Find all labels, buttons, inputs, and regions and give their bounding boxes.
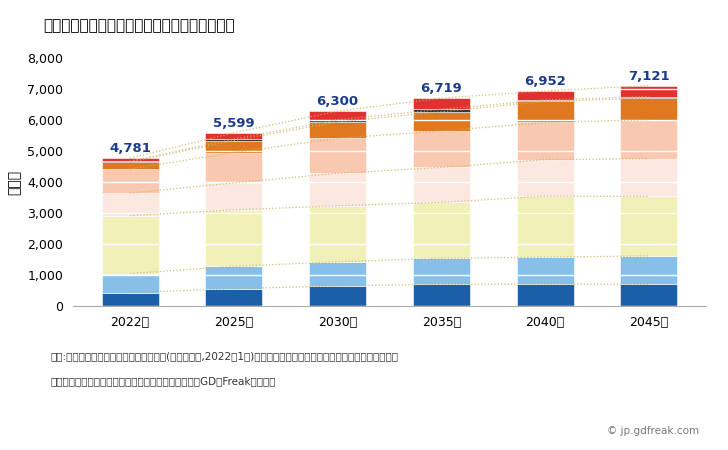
Bar	[205, 210, 262, 266]
Bar	[309, 111, 366, 120]
Bar	[102, 292, 159, 306]
Bar	[309, 138, 366, 173]
Bar	[413, 131, 470, 167]
Text: © jp.gdfreak.com: © jp.gdfreak.com	[606, 427, 699, 436]
Bar	[102, 193, 159, 216]
Bar	[102, 162, 159, 169]
Bar	[413, 98, 470, 109]
Bar	[620, 284, 677, 306]
Bar	[309, 262, 366, 286]
Bar	[413, 112, 470, 131]
Bar	[102, 158, 159, 161]
Text: 7,121: 7,121	[628, 70, 670, 83]
Text: 5,599: 5,599	[213, 117, 255, 130]
Bar	[517, 91, 574, 100]
Bar	[205, 266, 262, 289]
Bar	[102, 169, 159, 193]
Bar	[517, 160, 574, 196]
Bar	[413, 258, 470, 284]
Bar	[205, 183, 262, 210]
Bar	[413, 167, 470, 202]
Bar	[620, 159, 677, 197]
Bar	[620, 197, 677, 256]
Bar	[620, 96, 677, 98]
Bar	[205, 153, 262, 183]
Bar	[205, 139, 262, 140]
Bar	[413, 202, 470, 258]
Bar	[205, 289, 262, 306]
Bar	[309, 122, 366, 138]
Bar	[517, 257, 574, 284]
Text: 6,719: 6,719	[421, 82, 462, 95]
Bar	[102, 274, 159, 292]
Text: 出所:実績値は「介護事業状況報告月報」(厚生労働省,2022年1月)。推計値は「全国又は都道府県の男女・年齢階層別: 出所:実績値は「介護事業状況報告月報」(厚生労働省,2022年1月)。推計値は「…	[51, 351, 399, 361]
Bar	[517, 100, 574, 101]
Bar	[517, 101, 574, 122]
Bar	[309, 120, 366, 122]
Text: 要介護度別平均認定率を当域内人口構成に当てはめてGD　Freakが算出。: 要介護度別平均認定率を当域内人口構成に当てはめてGD Freakが算出。	[51, 376, 277, 386]
Text: 4,781: 4,781	[109, 142, 151, 155]
Bar	[413, 284, 470, 306]
Text: ふじみ野市の要介護（要支援）者数の将来推計: ふじみ野市の要介護（要支援）者数の将来推計	[44, 18, 235, 33]
Bar	[309, 286, 366, 306]
Bar	[620, 86, 677, 96]
Bar	[102, 216, 159, 274]
Text: 6,952: 6,952	[524, 75, 566, 88]
Bar	[309, 173, 366, 206]
Bar	[517, 122, 574, 160]
Bar	[205, 140, 262, 153]
Bar	[517, 284, 574, 306]
Bar	[309, 206, 366, 262]
Bar	[620, 98, 677, 120]
Bar	[205, 133, 262, 139]
Bar	[517, 196, 574, 257]
Bar	[620, 256, 677, 284]
Bar	[102, 161, 159, 162]
Bar	[620, 120, 677, 159]
Text: 6,300: 6,300	[317, 95, 359, 108]
Y-axis label: ［人］: ［人］	[7, 170, 22, 195]
Bar	[413, 109, 470, 112]
